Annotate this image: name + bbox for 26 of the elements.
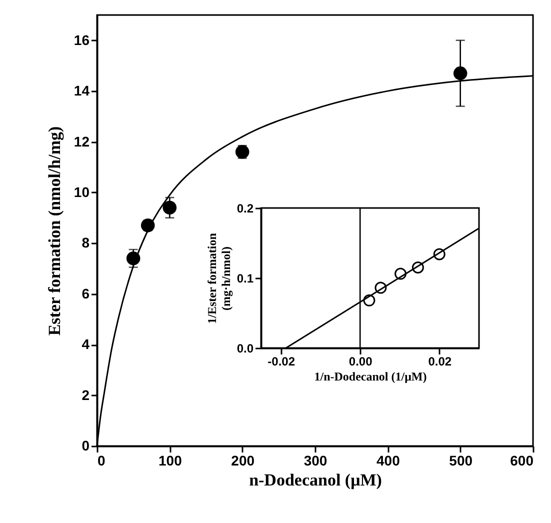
x-tick-label: 0.02 <box>428 354 452 368</box>
y-tick-label: 6 <box>82 285 90 302</box>
x-tick-label: 500 <box>449 452 473 468</box>
x-tick-label: 300 <box>304 452 328 468</box>
x-tick-label: 0 <box>98 452 106 468</box>
y-tick-label: 4 <box>82 336 90 352</box>
x-tick-label: -0.02 <box>268 354 296 368</box>
y-tick-label: 0.0 <box>236 342 254 356</box>
x-axis-title: n-Dodecanol (μM) <box>249 470 382 490</box>
y-tick-label: 0.2 <box>236 202 254 216</box>
x-tick-label: 400 <box>376 452 400 468</box>
x-tick-label: 600 <box>510 452 534 468</box>
x-tick-label: 0.00 <box>348 354 373 368</box>
y-axis-title: 1/Ester formation (mg·h/nmol) <box>204 232 233 324</box>
y-axis-title: Ester formation (nmol/h/mg) <box>44 126 64 336</box>
y-tick-label: 16 <box>74 32 90 48</box>
y-tick-label: 8 <box>82 234 90 251</box>
y-tick-label: 0.1 <box>236 272 254 286</box>
x-axis-title: 1/n-Dodecanol (1/μM) <box>314 370 427 384</box>
y-tick-label: 0 <box>82 438 90 454</box>
x-tick-label: 100 <box>158 452 182 468</box>
x-tick-label: 200 <box>231 452 255 468</box>
y-tick-label: 10 <box>74 184 90 200</box>
y-tick-label: 12 <box>74 133 90 150</box>
y-tick-label: 2 <box>82 386 90 403</box>
y-tick-label: 14 <box>74 82 90 99</box>
